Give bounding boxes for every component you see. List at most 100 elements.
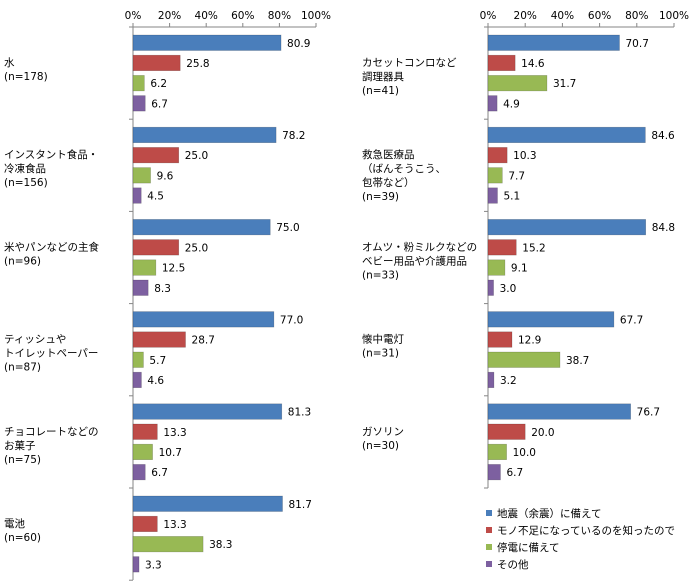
bar bbox=[487, 75, 548, 92]
data-label: 81.3 bbox=[288, 407, 311, 419]
x-tick-label: 100% bbox=[301, 10, 331, 22]
bar bbox=[132, 495, 283, 512]
data-label: 6.2 bbox=[150, 78, 167, 90]
bar bbox=[487, 259, 506, 276]
bar bbox=[132, 147, 180, 164]
x-tick-label: 0% bbox=[125, 10, 142, 22]
bar bbox=[487, 403, 631, 420]
bar bbox=[487, 54, 516, 72]
bar bbox=[132, 259, 157, 276]
category-label: (n=39) bbox=[362, 191, 399, 203]
legend-label: 停電に備えて bbox=[497, 541, 559, 554]
bar bbox=[132, 423, 158, 440]
category-label: (n=31) bbox=[362, 348, 399, 360]
data-label: 78.2 bbox=[282, 130, 305, 142]
data-label: 80.9 bbox=[287, 38, 310, 50]
data-label: 13.3 bbox=[163, 519, 186, 531]
category-label: (n=30) bbox=[362, 440, 399, 452]
x-tick-label: 60% bbox=[588, 10, 611, 22]
bar bbox=[487, 167, 503, 184]
x-tick-label: 20% bbox=[158, 10, 181, 22]
category-label: ガソリン bbox=[362, 426, 404, 438]
category-label: 冷凍食品 bbox=[4, 162, 46, 175]
data-label: 7.7 bbox=[508, 170, 525, 182]
bar bbox=[132, 239, 180, 256]
data-label: 12.9 bbox=[518, 335, 541, 347]
x-tick-label: 80% bbox=[625, 10, 648, 22]
bar bbox=[132, 219, 271, 236]
bar bbox=[487, 443, 507, 461]
data-label: 6.7 bbox=[151, 98, 168, 110]
category-label: お菓子 bbox=[4, 440, 36, 452]
data-label: 10.7 bbox=[159, 447, 182, 459]
data-label: 76.7 bbox=[637, 407, 660, 419]
data-label: 10.0 bbox=[513, 447, 536, 459]
category-label: オムツ・粉ミルクなどの bbox=[362, 240, 477, 253]
data-label: 4.9 bbox=[503, 98, 520, 110]
legend-label: モノ不足になっているのを知ったので bbox=[497, 524, 675, 537]
data-label: 75.0 bbox=[276, 222, 299, 234]
category-label: チョコレートなどの bbox=[4, 426, 99, 438]
legend-label: その他 bbox=[497, 558, 529, 571]
bar bbox=[132, 536, 204, 553]
data-label: 25.8 bbox=[186, 58, 209, 70]
bar bbox=[487, 147, 508, 164]
category-label: (n=41) bbox=[362, 85, 399, 97]
category-label: （ばんそうこう、 bbox=[362, 163, 446, 175]
data-label: 12.5 bbox=[162, 263, 185, 275]
category-label: トイレットペーパー bbox=[4, 348, 98, 360]
data-label: 25.0 bbox=[185, 150, 208, 162]
data-label: 31.7 bbox=[553, 78, 576, 90]
bar bbox=[487, 464, 501, 481]
bar bbox=[132, 515, 158, 533]
data-label: 81.7 bbox=[289, 499, 312, 511]
data-label: 77.0 bbox=[280, 314, 303, 326]
bar bbox=[487, 371, 495, 389]
data-label: 3.0 bbox=[500, 283, 517, 295]
bar bbox=[132, 331, 186, 348]
data-label: 38.7 bbox=[566, 355, 589, 367]
data-label: 5.1 bbox=[503, 191, 520, 203]
bar bbox=[132, 95, 146, 112]
bar bbox=[487, 95, 498, 112]
bar bbox=[132, 279, 149, 296]
category-label: 包帯など） bbox=[362, 176, 415, 189]
category-label: 米やパンなどの主食 bbox=[4, 240, 100, 253]
bar bbox=[132, 371, 142, 389]
category-label: (n=60) bbox=[4, 532, 41, 544]
x-tick-label: 20% bbox=[514, 10, 537, 22]
category-label: (n=156) bbox=[4, 177, 48, 189]
x-tick-label: 40% bbox=[195, 10, 218, 22]
bar bbox=[132, 311, 275, 328]
data-label: 70.7 bbox=[626, 38, 649, 50]
bar bbox=[132, 187, 142, 204]
category-label: 調理器具 bbox=[362, 70, 404, 83]
bar bbox=[487, 34, 620, 51]
data-label: 6.7 bbox=[506, 467, 523, 479]
x-tick-label: 60% bbox=[231, 10, 254, 22]
bar bbox=[487, 331, 513, 348]
data-label: 5.7 bbox=[149, 355, 166, 367]
bar bbox=[487, 126, 646, 143]
data-label: 6.7 bbox=[151, 467, 168, 479]
data-label: 8.3 bbox=[154, 283, 171, 295]
category-label: インスタント食品・ bbox=[4, 148, 98, 161]
data-label: 4.6 bbox=[147, 375, 164, 387]
legend-swatch bbox=[486, 544, 492, 550]
category-label: カセットコンロなど bbox=[362, 57, 457, 69]
category-label: (n=96) bbox=[4, 255, 41, 267]
bar bbox=[132, 75, 145, 92]
category-label: ティッシュや bbox=[4, 334, 66, 346]
category-label: 懐中電灯 bbox=[362, 333, 404, 346]
data-label: 9.1 bbox=[511, 263, 528, 275]
data-label: 10.3 bbox=[513, 150, 536, 162]
data-label: 25.0 bbox=[185, 242, 208, 254]
legend-swatch bbox=[486, 527, 492, 533]
category-label: 救急医療品 bbox=[362, 148, 415, 161]
bar bbox=[132, 167, 151, 184]
legend-label: 地震（余震）に備えて bbox=[497, 507, 601, 520]
category-label: (n=75) bbox=[4, 454, 41, 466]
bar bbox=[487, 351, 561, 368]
category-label: (n=33) bbox=[362, 269, 399, 281]
